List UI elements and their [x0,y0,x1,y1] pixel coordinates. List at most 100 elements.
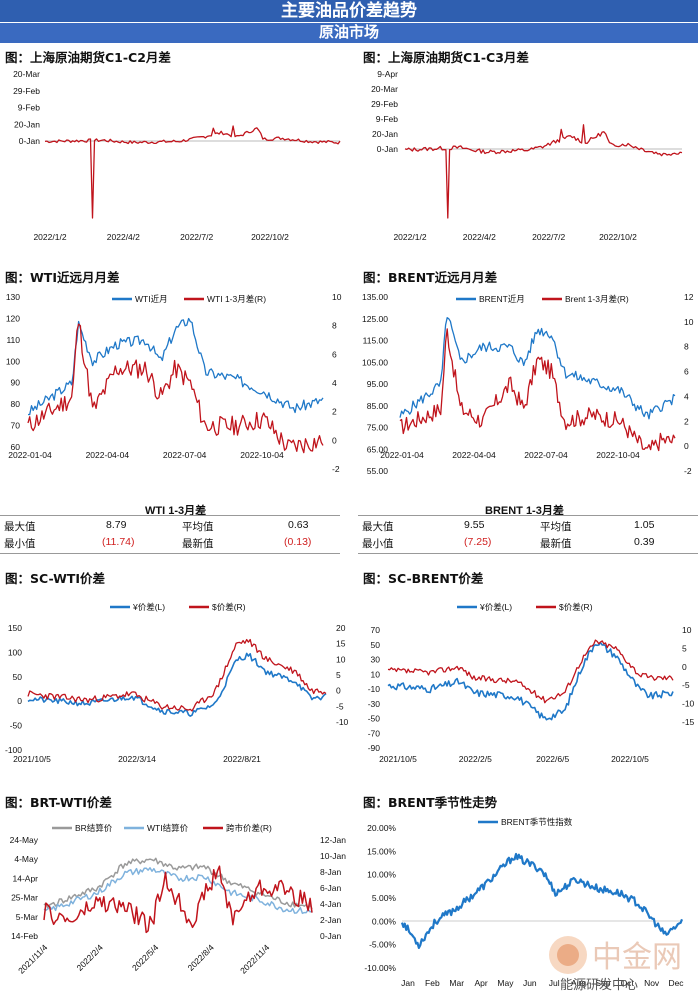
y-tick-label: 20-Mar [371,84,398,94]
y2-tick-label: -5 [682,680,690,690]
y-tick-label: 14-Apr [12,873,38,883]
chart-title-c6: 图：SC-BRENT价差 [363,571,484,586]
y-tick-label: 25-Mar [11,893,38,903]
y-tick-label: 50 [371,640,381,650]
y-tick-label: 85.00 [367,401,389,411]
y-tick-label: -50 [10,721,23,731]
y2-tick-label: 8-Jan [320,867,342,877]
x-tick-label: 2022/10/2 [599,232,637,242]
y2-tick-label: 10 [332,292,342,302]
y2-tick-label: 2 [684,416,689,426]
x-tick-label: 2022/10/2 [251,232,289,242]
y-tick-label: 20-Jan [14,119,40,129]
stat-min-label: 最小值 [362,538,394,550]
legend-label: 跨市价差(R) [226,823,272,833]
y-tick-label: 135.00 [362,292,388,302]
y-tick-label: 100 [6,356,20,366]
x-tick-label: Aug [571,978,586,988]
x-tick-label: 2022-07-04 [524,450,568,460]
series-line-brent-front [399,317,676,420]
y-tick-label: 60 [11,442,21,452]
x-tick-label: 2022/10/5 [611,754,649,764]
y-tick-label: 9-Feb [376,114,398,124]
y2-tick-label: 15 [336,639,346,649]
y-tick-label: -10.00% [364,963,396,973]
y2-tick-label: 2 [332,407,337,417]
legend-label: WTI 1-3月差(R) [207,294,266,304]
y2-tick-label: 4 [332,378,337,388]
y-tick-label: 15.00% [367,846,396,856]
watermark-account: 能源研发中心 [560,977,638,993]
y2-tick-label: 5 [336,670,341,680]
y2-tick-label: 0 [332,435,337,445]
y2-tick-label: 12 [684,292,694,302]
y-tick-label: 14-Feb [11,931,38,941]
watermark-logo: 中金网 能源研发中心 [549,936,682,993]
stats-title-brent: BRENT 1-3月差 [485,505,564,517]
y2-tick-label: -15 [682,717,695,727]
y2-tick-label: 8 [332,321,337,331]
y-tick-label: 20-Jan [372,129,398,139]
watermark-brand: 中金网 [592,940,682,975]
x-tick-label: 2021/10/5 [13,754,51,764]
y-tick-label: 120 [6,313,20,323]
x-tick-label: 2022/2/5 [459,754,492,764]
y-tick-label: 20-Mar [13,69,40,79]
page-title: 主要油品价差趋势 [0,0,698,22]
x-tick-label: 2022/4/2 [107,232,140,242]
legend-label: WTI近月 [135,294,168,304]
series-line-usd [387,639,674,704]
y2-tick-label: -5 [336,701,344,711]
y-tick-label: 30 [371,655,381,665]
x-tick-label: 2022/7/2 [532,232,565,242]
x-tick-label: 2021/11/4 [16,942,50,976]
x-tick-label: 2022/4/2 [463,232,496,242]
stat-avg-label: 平均值 [182,521,214,533]
y-tick-label: 65.00 [367,444,389,454]
stats-table-brent: 最大值 9.55 平均值 1.05 最小值 (7.25) 最新值 0.39 [358,519,698,553]
legend-label: $价差(R) [559,602,593,612]
legend-label: ¥价差(L) [479,602,512,612]
legend-label: BRENT季节性指数 [501,817,573,827]
series-line-brent [43,857,313,910]
x-tick-label: 2022-07-04 [163,450,207,460]
stat-last-value: 0.39 [634,536,655,548]
x-tick-label: 2022/1/2 [393,232,426,242]
y-tick-label: 4-May [14,854,38,864]
y-tick-label: -5.00% [369,940,396,950]
series-line-wti [43,867,313,915]
x-tick-label: 2022/2/4 [74,942,105,973]
y2-tick-label: 0 [336,686,341,696]
chart-title-c2: 图：上海原油期货C1-C3月差 [363,50,529,65]
y2-tick-label: 2-Jan [320,915,342,925]
x-tick-label: Feb [425,978,440,988]
x-tick-label: 2022/8/21 [223,754,261,764]
y2-tick-label: -10 [336,717,349,727]
x-tick-label: 2022-10-04 [596,450,640,460]
y-tick-label: -100 [5,745,22,755]
x-tick-label: Oct [621,978,635,988]
y2-tick-label: 4 [684,391,689,401]
y-tick-label: 90 [11,378,21,388]
y-tick-label: -70 [368,728,381,738]
x-tick-label: 2022-01-04 [8,450,52,460]
y2-tick-label: 10 [682,625,692,635]
y-tick-label: 125.00 [362,314,388,324]
y-tick-label: 9-Apr [377,69,398,79]
series-line-cny [387,641,674,721]
y-tick-label: 20.00% [367,823,396,833]
stat-max-label: 最大值 [362,521,394,533]
legend-label: BRENT近月 [479,294,525,304]
x-tick-label: 2022/3/14 [118,754,156,764]
x-tick-label: Nov [644,978,660,988]
stat-last-label: 最新值 [182,538,214,550]
stat-max-label: 最大值 [4,521,36,533]
x-tick-label: 2022-04-04 [86,450,130,460]
y-tick-label: 29-Feb [371,99,398,109]
x-tick-label: Jun [523,978,537,988]
y2-tick-label: 10 [684,317,694,327]
y-tick-label: 70 [11,421,21,431]
y-tick-label: 95.00 [367,379,389,389]
chart-title-c5: 图：SC-WTI价差 [5,571,106,586]
x-tick-label: 2022-10-04 [240,450,284,460]
